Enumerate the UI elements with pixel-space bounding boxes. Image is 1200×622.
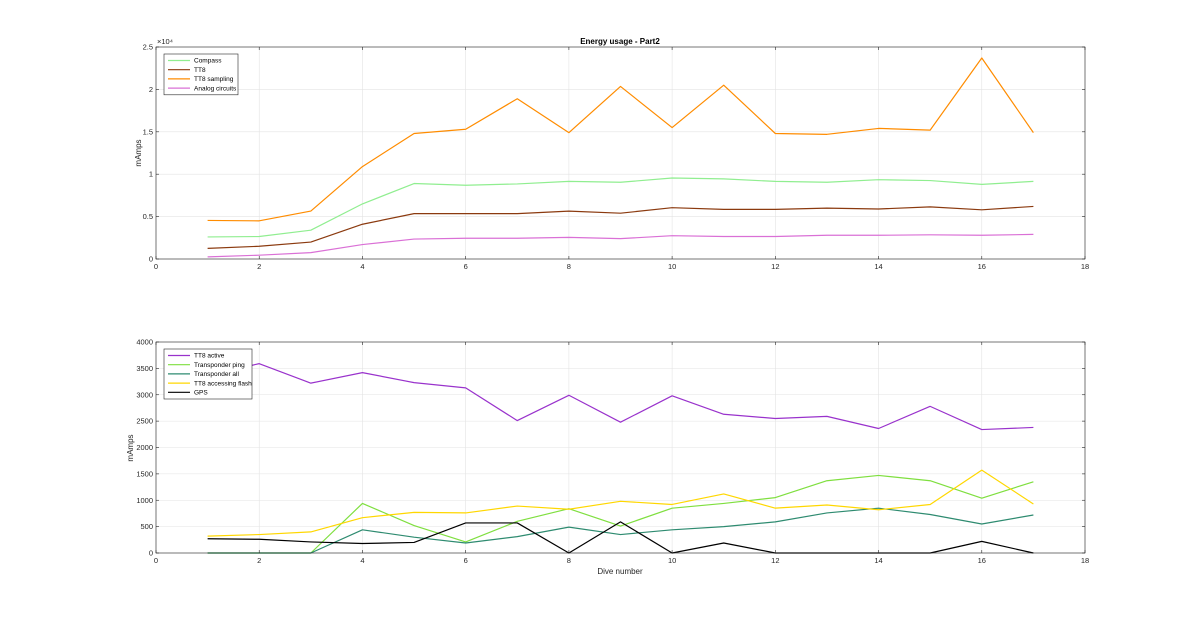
chart-bottom-legend-label: TT8 accessing flash [194, 380, 252, 387]
chart-top-legend-item-tt8[interactable]: TT8 [168, 67, 206, 74]
chart-bottom-legend-label: Transponder all [194, 371, 239, 378]
chart-bottom-x-label: Dive number [597, 567, 643, 576]
chart-bottom-y-tick-label: 2000 [136, 443, 153, 452]
chart-top-series-compass [207, 177, 1034, 238]
chart-top-x-tick-label: 0 [154, 262, 158, 271]
chart-top-legend-label: TT8 [194, 67, 206, 74]
chart-bottom-y-tick-label: 4000 [136, 338, 153, 347]
chart-bottom-y-ticks: 0 500 1000 1500 2000 2500 3000 3500 4000 [136, 338, 1085, 558]
chart-top-y-tick-label: 1.5 [143, 127, 153, 136]
chart-bottom-legend-item-gps[interactable]: GPS [168, 390, 208, 397]
chart-top-legend[interactable]: Compass TT8 TT8 sampling Analog circuits [163, 53, 239, 96]
chart-bottom-y-tick-label: 0 [149, 549, 153, 558]
chart-top-y-tick-label: 1 [149, 170, 153, 179]
chart-bottom-series-tt8-active [207, 363, 1034, 431]
chart-bottom-legend-item-tt8-accessing-flash[interactable]: TT8 accessing flash [168, 380, 252, 387]
chart-bottom-series-transponder-ping [207, 474, 1034, 554]
chart-top-x-ticks: 0 2 4 6 8 10 12 14 16 18 [154, 47, 1089, 271]
chart-bottom-x-tick-label: 10 [668, 556, 676, 565]
chart-top-legend-item-compass[interactable]: Compass [168, 58, 222, 65]
chart-top-x-tick-label: 12 [771, 262, 779, 271]
chart-bottom-legend-label: TT8 active [194, 353, 225, 360]
chart-top-series [207, 57, 1034, 258]
chart-top-legend-item-tt8-sampling[interactable]: TT8 sampling [168, 76, 234, 83]
chart-bottom-legend-item-transponder-ping[interactable]: Transponder ping [168, 362, 245, 369]
chart-top-x-tick-label: 8 [567, 262, 571, 271]
chart-top-legend-label: Compass [194, 58, 222, 65]
chart-top-y-exponent: ×10⁴ [157, 37, 173, 46]
chart-bottom-x-tick-label: 18 [1081, 556, 1089, 565]
chart-bottom-legend-label: Transponder ping [194, 362, 245, 369]
chart-bottom-y-tick-label: 3000 [136, 390, 153, 399]
chart-bottom-y-tick-label: 500 [140, 522, 153, 531]
chart-top-title: Energy usage - Part2 [580, 37, 660, 46]
chart-top-legend-item-analog-circuits[interactable]: Analog circuits [168, 85, 237, 92]
chart-top-x-tick-label: 16 [978, 262, 986, 271]
chart-top-axes-box [155, 46, 1086, 260]
chart-bottom: 0 2 4 6 8 10 12 14 16 18 0 500 1000 1500 2000 2500 3000… [126, 338, 1089, 577]
chart-bottom-x-tick-label: 2 [257, 556, 261, 565]
chart-bottom-series-transponder-all [207, 507, 1034, 554]
chart-top-x-tick-label: 10 [668, 262, 676, 271]
chart-bottom-y-tick-label: 1000 [136, 496, 153, 505]
chart-top-y-ticks: 0 0.5 1 1.5 2 2.5 [143, 43, 1085, 264]
chart-top-x-tick-label: 6 [464, 262, 468, 271]
chart-top-y-tick-label: 2.5 [143, 43, 153, 52]
chart-bottom-x-tick-label: 8 [567, 556, 571, 565]
chart-top-x-tick-label: 14 [874, 262, 882, 271]
chart-top-legend-label: TT8 sampling [194, 76, 234, 83]
chart-bottom-y-label: mAmps [126, 434, 135, 461]
chart-top-series-tt8-sampling [207, 57, 1034, 222]
chart-bottom-x-tick-label: 12 [771, 556, 779, 565]
chart-bottom-legend-label: GPS [194, 390, 208, 397]
chart-bottom-x-tick-label: 4 [360, 556, 364, 565]
chart-bottom-y-tick-label: 3500 [136, 364, 153, 373]
chart-bottom-x-tick-label: 6 [464, 556, 468, 565]
chart-top-y-label: mAmps [134, 139, 143, 166]
chart-bottom-y-tick-label: 1500 [136, 469, 153, 478]
chart-top-x-tick-label: 2 [257, 262, 261, 271]
chart-top-x-tick-label: 4 [360, 262, 364, 271]
chart-bottom-x-tick-label: 0 [154, 556, 158, 565]
chart-bottom-legend-item-tt8-active[interactable]: TT8 active [168, 353, 225, 360]
chart-top-series-analog-circuits [207, 233, 1034, 258]
chart-bottom-x-ticks: 0 2 4 6 8 10 12 14 16 18 [154, 342, 1089, 565]
chart-bottom-y-tick-label: 2500 [136, 417, 153, 426]
chart-top-y-tick-label: 2 [149, 85, 153, 94]
chart-bottom-legend-item-transponder-all[interactable]: Transponder all [168, 371, 239, 378]
chart-top: 0 2 4 6 8 10 12 14 16 18 0 0.5 1 1.5 2 2.5 Energy usag… [134, 37, 1089, 271]
chart-top-legend-label: Analog circuits [194, 85, 237, 92]
chart-top-y-tick-label: 0.5 [143, 212, 153, 221]
chart-top-y-tick-label: 0 [149, 255, 153, 264]
chart-bottom-x-tick-label: 16 [978, 556, 986, 565]
chart-bottom-series-tt8-accessing-flash [207, 469, 1034, 537]
chart-top-x-tick-label: 18 [1081, 262, 1089, 271]
chart-bottom-legend[interactable]: TT8 active Transponder ping Transponder al… [163, 348, 253, 400]
chart-bottom-x-tick-label: 14 [874, 556, 882, 565]
chart-top-series-tt8 [207, 205, 1034, 249]
